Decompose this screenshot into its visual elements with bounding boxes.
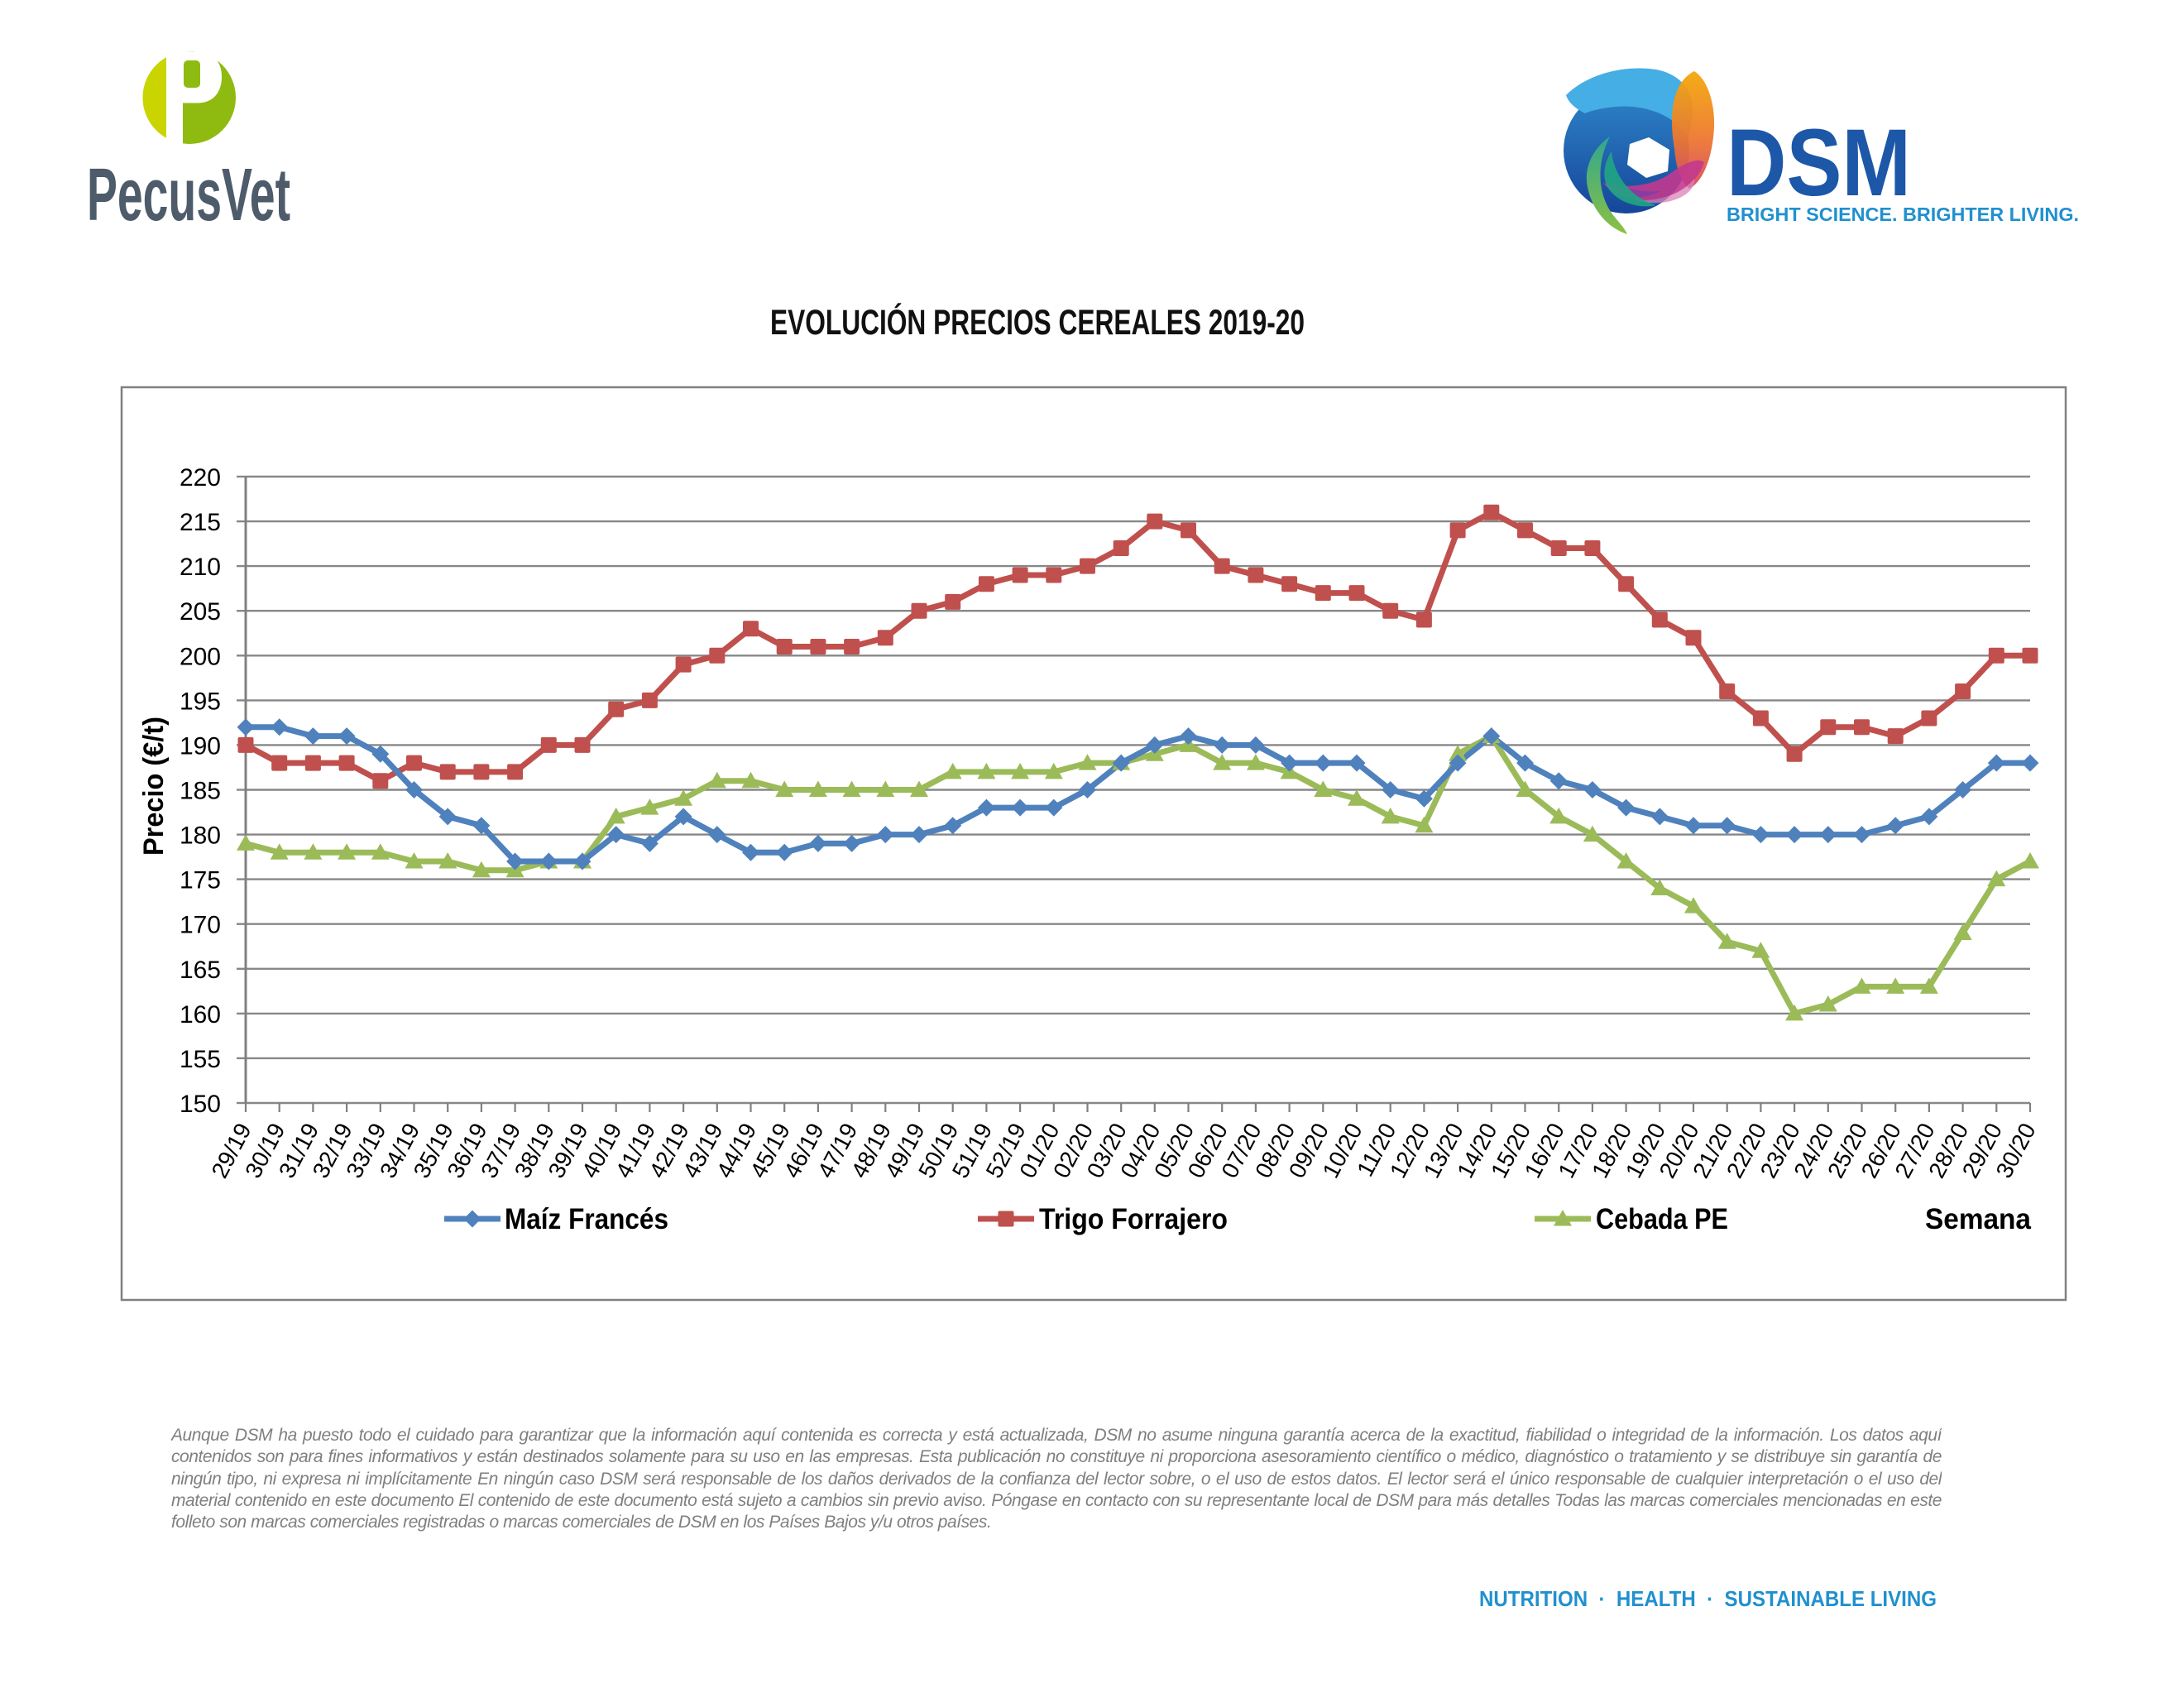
svg-text:210: 210 — [180, 554, 221, 581]
svg-text:200: 200 — [180, 643, 221, 670]
svg-text:195: 195 — [180, 688, 221, 715]
svg-text:Cebada PE: Cebada PE — [1596, 1203, 1728, 1235]
svg-text:165: 165 — [180, 957, 221, 984]
svg-text:EVOLUCIÓN PRECIOS CEREALES 201: EVOLUCIÓN PRECIOS CEREALES 2019-20 — [770, 302, 1305, 343]
svg-text:205: 205 — [180, 598, 221, 626]
svg-text:175: 175 — [180, 867, 221, 894]
svg-text:150: 150 — [180, 1091, 221, 1118]
svg-text:180: 180 — [180, 822, 221, 850]
svg-text:Trigo Forrajero: Trigo Forrajero — [1039, 1203, 1228, 1235]
svg-text:Precio (€/t): Precio (€/t) — [138, 717, 170, 856]
svg-text:Semana: Semana — [1925, 1203, 2032, 1235]
svg-text:190: 190 — [180, 732, 221, 760]
svg-text:170: 170 — [180, 912, 221, 939]
svg-text:185: 185 — [180, 778, 221, 805]
svg-text:215: 215 — [180, 509, 221, 536]
svg-text:NUTRITION · HEALTH · SUSTA: NUTRITION · HEALTH · SUSTAINABLE LIVING — [1479, 1586, 1937, 1611]
svg-text:155: 155 — [180, 1046, 221, 1073]
svg-text:Maíz Francés: Maíz Francés — [505, 1203, 668, 1235]
svg-text:220: 220 — [180, 464, 221, 492]
svg-text:BRIGHT SCIENCE. BRIGHTER LIVIN: BRIGHT SCIENCE. BRIGHTER LIVING. — [1727, 204, 2079, 225]
svg-text:160: 160 — [180, 1001, 221, 1029]
svg-text:DSM: DSM — [1727, 110, 1911, 216]
svg-text:PecusVet: PecusVet — [87, 154, 290, 237]
